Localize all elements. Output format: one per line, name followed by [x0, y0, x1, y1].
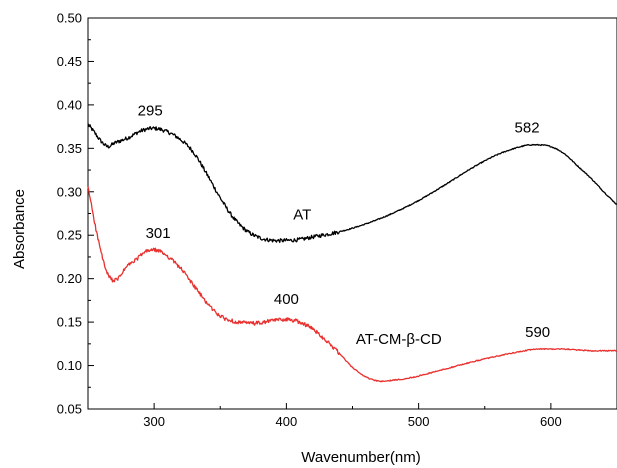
annotation-label: 295: [138, 102, 163, 119]
x-tick-label: 600: [540, 414, 562, 429]
annotation-label: AT: [293, 207, 311, 224]
y-tick-label: 0.45: [57, 54, 82, 69]
series-line-0: [87, 123, 617, 244]
series-group: [87, 123, 617, 383]
y-tick-label: 0.20: [57, 271, 82, 286]
y-tick-label: 0.30: [57, 184, 82, 199]
x-tick-label: 500: [408, 414, 430, 429]
y-tick-label: 0.40: [57, 97, 82, 112]
annotation-label: 301: [146, 225, 171, 242]
x-tick-label: 300: [143, 414, 165, 429]
x-axis-title: Wavenumber(nm): [301, 449, 420, 466]
x-tick-label: 400: [276, 414, 298, 429]
annotation-label: 582: [515, 120, 540, 137]
y-tick-label: 0.25: [57, 228, 82, 243]
series-line-1: [87, 186, 617, 383]
y-tick-label: 0.05: [57, 402, 82, 417]
annotation-label: AT-CM-β-CD: [356, 331, 442, 348]
annotations-group: 295 582 AT 301 400 AT-CM-β-CD 590: [138, 102, 551, 348]
y-axis-title: Absorbance: [11, 189, 28, 269]
y-tick-label: 0.10: [57, 358, 82, 373]
axes-group: 300 400 500 600 0.05 0.10 0.15 0.20 0.25 0.30 0.35…: [57, 11, 617, 429]
y-tick-label: 0.35: [57, 141, 82, 156]
y-tick-label: 0.15: [57, 315, 82, 330]
annotation-label: 590: [525, 324, 550, 341]
annotation-label: 400: [274, 291, 299, 308]
plot-frame: [87, 17, 617, 410]
y-tick-label: 0.50: [57, 11, 82, 26]
